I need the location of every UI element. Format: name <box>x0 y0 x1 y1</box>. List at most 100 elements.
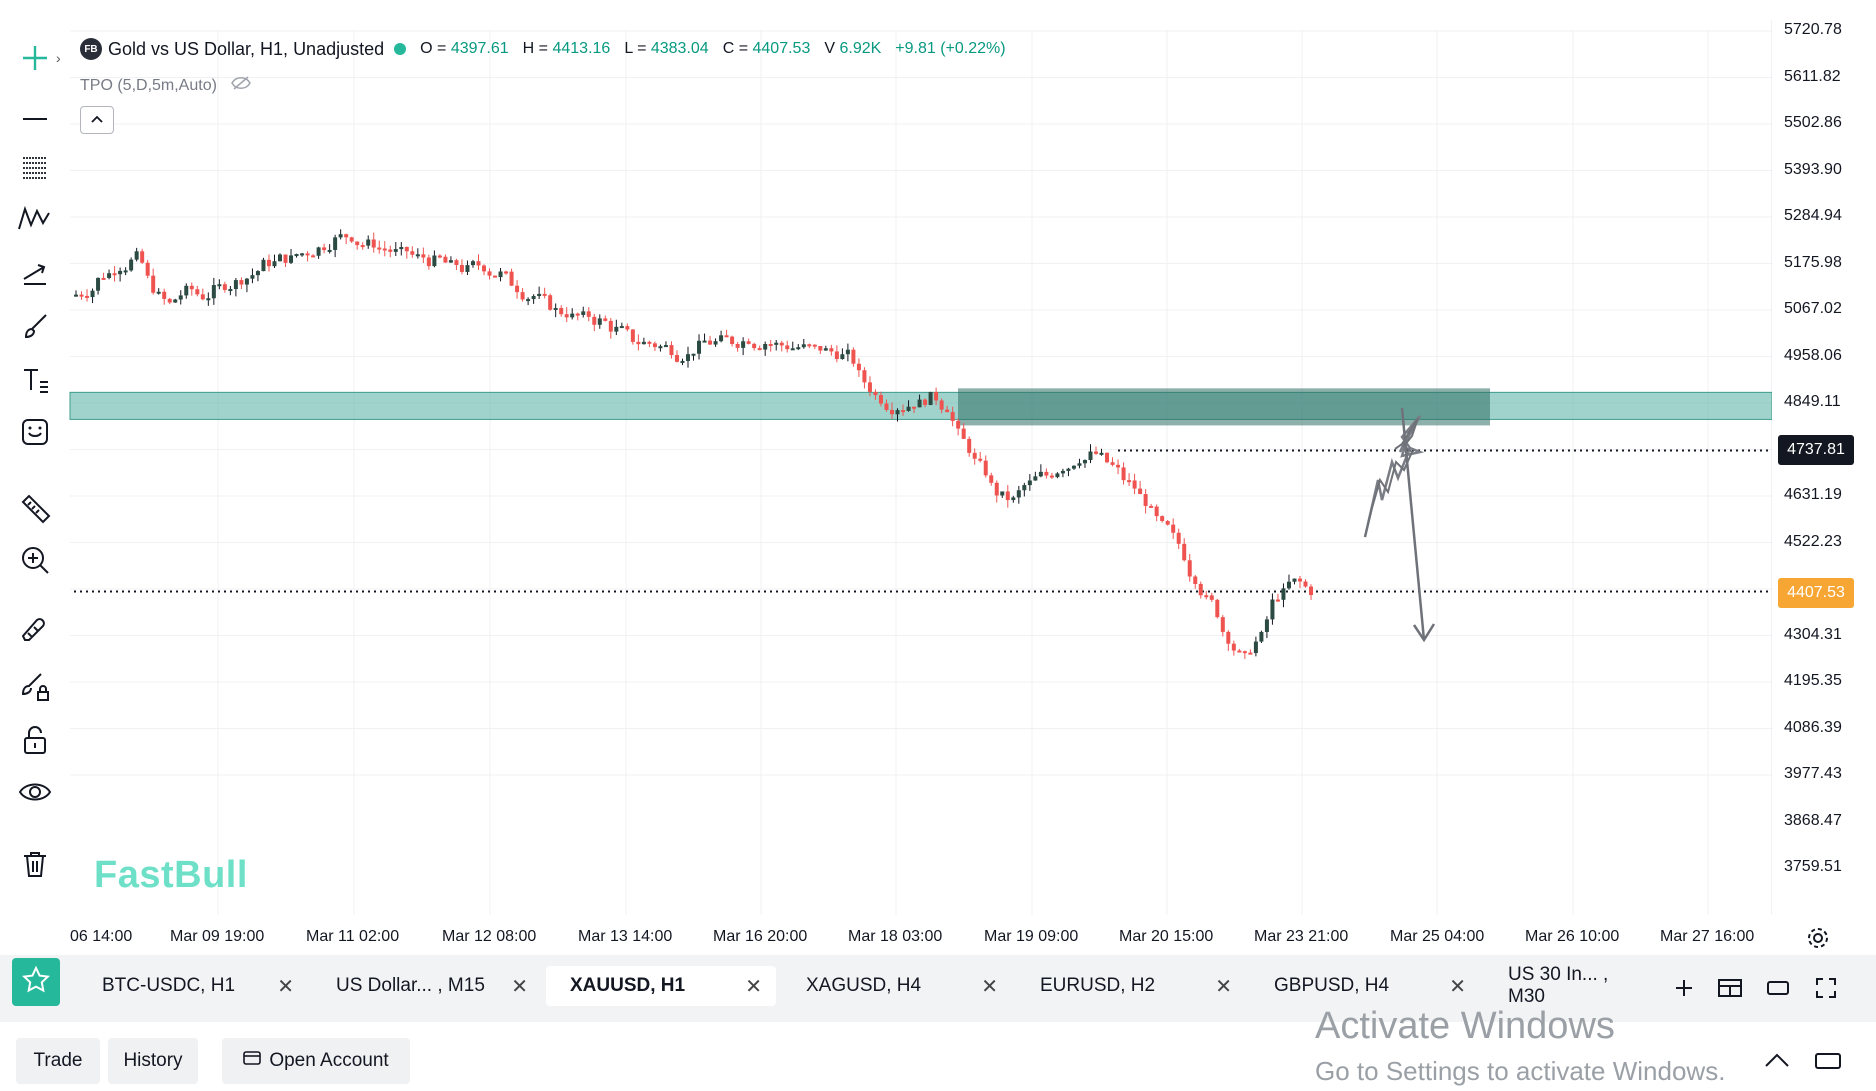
candle-body <box>768 343 773 346</box>
candle-body <box>1022 485 1027 491</box>
crosshair-icon[interactable] <box>12 36 58 80</box>
layout-icon[interactable] <box>1714 972 1746 1004</box>
candle-body <box>366 239 371 246</box>
eye-off-icon[interactable] <box>231 76 251 95</box>
candle-body <box>884 403 889 410</box>
chevron-right-icon[interactable]: › <box>56 50 61 66</box>
fullscreen-icon[interactable] <box>1810 972 1842 1004</box>
projection-icon[interactable] <box>12 250 58 294</box>
brush-icon[interactable] <box>12 304 58 348</box>
ohlc-volume: V 6.92K <box>824 40 882 57</box>
candle-body <box>669 345 674 356</box>
candle-body <box>923 399 928 405</box>
candle-body <box>1000 491 1005 496</box>
candle-body <box>448 260 453 263</box>
close-tab-icon[interactable]: ✕ <box>1215 975 1232 998</box>
candle-body <box>272 261 277 267</box>
candle-body <box>305 253 310 256</box>
candle-body <box>173 299 178 303</box>
indicator-legend[interactable]: TPO (5,D,5m,Auto) <box>80 76 251 95</box>
candle-body <box>211 285 216 299</box>
chart-tab[interactable]: XAUUSD, H1 ✕ <box>546 966 776 1006</box>
chart-tab[interactable]: US Dollar... , M15 ✕ <box>312 966 542 1006</box>
open-account-button[interactable]: Open Account <box>222 1038 410 1084</box>
candle-body <box>311 255 316 258</box>
candle-body <box>101 277 106 280</box>
candle-body <box>625 326 630 330</box>
ruler-icon[interactable] <box>12 486 58 530</box>
candle-body <box>901 410 906 413</box>
chart-tab[interactable]: XAGUSD, H4 ✕ <box>782 966 1012 1006</box>
chart-tab-label: GBPUSD, H4 <box>1274 975 1390 996</box>
chevron-up-icon <box>90 111 104 129</box>
chart-tab-label: US 30 In... , M30 <box>1508 964 1609 1007</box>
candle-body <box>950 412 955 421</box>
candle-body <box>1160 516 1165 522</box>
candle-body <box>283 254 288 263</box>
history-button[interactable]: History <box>108 1038 198 1084</box>
chart-tab[interactable]: EURUSD, H2 ✕ <box>1016 966 1246 1006</box>
chevron-up-icon[interactable] <box>1764 1052 1790 1073</box>
favorites-button[interactable] <box>12 958 60 1006</box>
trade-button[interactable]: Trade <box>16 1038 100 1084</box>
candle-body <box>300 253 305 256</box>
candle-body <box>504 271 509 274</box>
lock-brush-icon[interactable] <box>12 664 58 708</box>
chart-tab[interactable]: US 30 In... , M30 <box>1484 964 1654 1007</box>
price-chart[interactable] <box>0 0 1772 955</box>
candle-body <box>1033 476 1038 481</box>
windows-activation-subtitle: Go to Settings to activate Windows. <box>1315 1056 1726 1086</box>
symbol-logo: FB <box>80 38 102 60</box>
candle-body <box>1149 505 1154 508</box>
close-tab-icon[interactable]: ✕ <box>981 975 998 998</box>
settings-gear-icon[interactable] <box>1806 926 1830 955</box>
emoji-icon[interactable] <box>12 410 58 454</box>
eye-icon[interactable] <box>12 770 58 814</box>
price-axis-label: 3759.51 <box>1784 858 1842 875</box>
trash-icon[interactable] <box>12 842 58 886</box>
candle-body <box>129 259 134 271</box>
close-tab-icon[interactable]: ✕ <box>745 975 762 998</box>
candle-body <box>1215 599 1220 618</box>
lock-icon[interactable] <box>12 718 58 762</box>
magnet-icon[interactable] <box>12 608 58 652</box>
candle-body <box>1292 578 1297 582</box>
candle-body <box>570 313 575 318</box>
candle-body <box>1082 459 1087 464</box>
candle-body <box>961 428 966 439</box>
close-tab-icon[interactable]: ✕ <box>277 975 294 998</box>
candle-body <box>1099 452 1104 455</box>
candle-body <box>746 341 751 344</box>
add-tab-icon[interactable] <box>1668 972 1700 1004</box>
chart-tab[interactable]: GBPUSD, H4 ✕ <box>1250 966 1480 1006</box>
candle-body <box>1088 451 1093 460</box>
price-axis-label: 4304.31 <box>1784 625 1842 643</box>
candle-body <box>663 345 668 348</box>
chart-pane[interactable] <box>70 0 1778 955</box>
pattern-icon[interactable] <box>12 196 58 240</box>
zoom-in-icon[interactable] <box>12 538 58 582</box>
candle-body <box>834 351 839 360</box>
candle-body <box>686 354 690 361</box>
collapse-legend-button[interactable] <box>80 106 114 134</box>
close-tab-icon[interactable]: ✕ <box>1449 975 1466 998</box>
candle-body <box>1242 651 1247 654</box>
chart-tab-label: EURUSD, H2 <box>1040 975 1156 996</box>
horizontal-line-icon[interactable] <box>12 90 58 134</box>
chart-tab-label: BTC-USDC, H1 <box>102 975 236 996</box>
price-axis[interactable] <box>1772 0 1876 955</box>
text-icon[interactable] <box>12 358 58 402</box>
fib-lines-icon[interactable] <box>12 144 58 188</box>
window-icon[interactable] <box>1814 1052 1842 1075</box>
close-tab-icon[interactable]: ✕ <box>511 975 528 998</box>
candle-body <box>250 275 255 279</box>
price-axis-label: 4849.11 <box>1784 393 1841 410</box>
candle-body <box>934 391 939 401</box>
window-icon[interactable] <box>1762 972 1794 1004</box>
symbol-title[interactable]: Gold vs US Dollar, H1, Unadjusted <box>108 38 385 59</box>
market-status-dot <box>394 43 407 55</box>
chart-tab[interactable]: BTC-USDC, H1 ✕ <box>78 966 308 1006</box>
candle-body <box>818 345 823 351</box>
candle-body <box>1110 462 1115 465</box>
candle-body <box>691 353 696 356</box>
